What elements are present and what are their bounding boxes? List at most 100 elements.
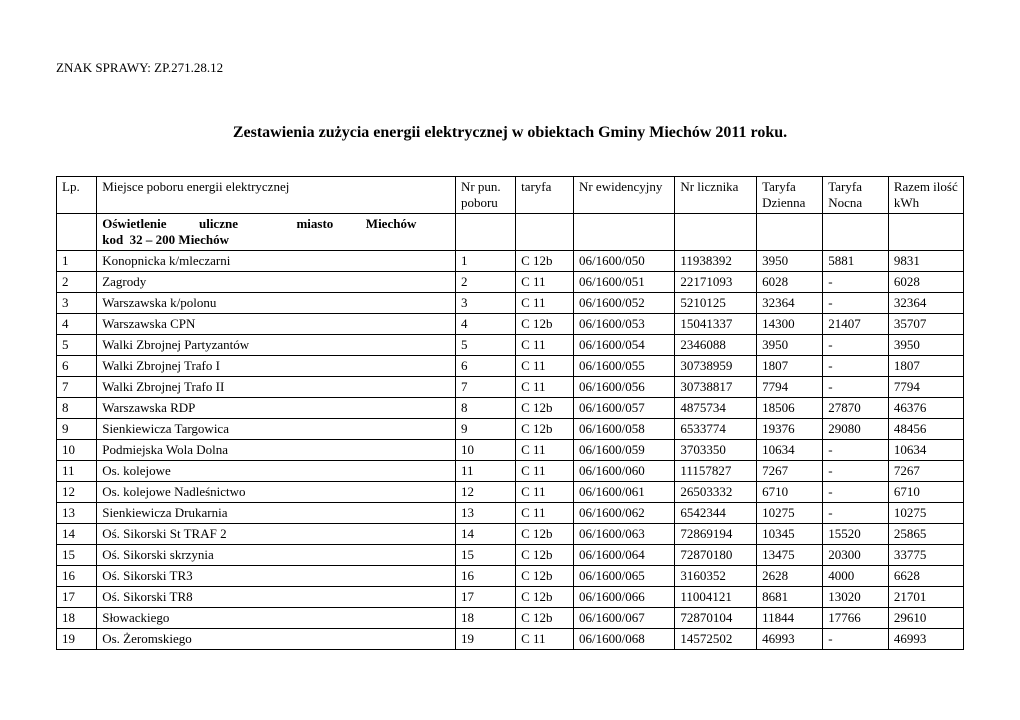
cell-loc: Sienkiewicza Drukarnia xyxy=(97,503,456,524)
cell-ew: 06/1600/053 xyxy=(573,314,674,335)
cell-loc: Konopnicka k/mleczarni xyxy=(97,251,456,272)
cell-licz: 6533774 xyxy=(675,419,757,440)
cell-tar: C 12b xyxy=(516,524,574,545)
cell-noc: 21407 xyxy=(823,314,889,335)
cell-ew: 06/1600/066 xyxy=(573,587,674,608)
cell-lp: 11 xyxy=(57,461,97,482)
cell-lp: 16 xyxy=(57,566,97,587)
cell-noc: - xyxy=(823,293,889,314)
cell-loc: Os. Żeromskiego xyxy=(97,629,456,650)
table-row: 8Warszawska RDP8C 12b06/1600/05748757341… xyxy=(57,398,964,419)
col-pun: Nr pun. poboru xyxy=(455,177,515,214)
table-row: 15Oś. Sikorski skrzynia15C 12b06/1600/06… xyxy=(57,545,964,566)
cell-dz: 2628 xyxy=(757,566,823,587)
cell-lp: 10 xyxy=(57,440,97,461)
cell-noc: - xyxy=(823,461,889,482)
cell-ew: 06/1600/068 xyxy=(573,629,674,650)
cell-pun: 16 xyxy=(455,566,515,587)
cell-dz: 10634 xyxy=(757,440,823,461)
section-empty xyxy=(516,214,574,251)
cell-ew: 06/1600/060 xyxy=(573,461,674,482)
cell-licz: 26503332 xyxy=(675,482,757,503)
cell-lp: 14 xyxy=(57,524,97,545)
table-row: 7Walki Zbrojnej Trafo II7C 1106/1600/056… xyxy=(57,377,964,398)
cell-licz: 11157827 xyxy=(675,461,757,482)
table-row: 3Warszawska k/polonu3C 1106/1600/0525210… xyxy=(57,293,964,314)
cell-noc: - xyxy=(823,272,889,293)
table-row: 18Słowackiego18C 12b06/1600/067728701041… xyxy=(57,608,964,629)
cell-licz: 22171093 xyxy=(675,272,757,293)
cell-pun: 19 xyxy=(455,629,515,650)
cell-noc: - xyxy=(823,335,889,356)
cell-tar: C 11 xyxy=(516,293,574,314)
cell-noc: 20300 xyxy=(823,545,889,566)
cell-ew: 06/1600/067 xyxy=(573,608,674,629)
cell-noc: 15520 xyxy=(823,524,889,545)
cell-loc: Warszawska CPN xyxy=(97,314,456,335)
section-empty xyxy=(455,214,515,251)
cell-tar: C 11 xyxy=(516,482,574,503)
cell-dz: 3950 xyxy=(757,251,823,272)
cell-dz: 6710 xyxy=(757,482,823,503)
col-location: Miejsce poboru energii elektrycznej xyxy=(97,177,456,214)
cell-licz: 72870104 xyxy=(675,608,757,629)
cell-tar: C 11 xyxy=(516,272,574,293)
cell-lp: 1 xyxy=(57,251,97,272)
cell-tar: C 11 xyxy=(516,461,574,482)
cell-loc: Warszawska k/polonu xyxy=(97,293,456,314)
cell-pun: 2 xyxy=(455,272,515,293)
cell-tar: C 12b xyxy=(516,566,574,587)
cell-noc: - xyxy=(823,356,889,377)
cell-pun: 10 xyxy=(455,440,515,461)
cell-raz: 35707 xyxy=(888,314,963,335)
cell-pun: 1 xyxy=(455,251,515,272)
col-taryfa: taryfa xyxy=(516,177,574,214)
cell-tar: C 11 xyxy=(516,629,574,650)
cell-ew: 06/1600/055 xyxy=(573,356,674,377)
col-nocna: Taryfa Nocna xyxy=(823,177,889,214)
cell-pun: 6 xyxy=(455,356,515,377)
cell-dz: 6028 xyxy=(757,272,823,293)
cell-dz: 10345 xyxy=(757,524,823,545)
col-ewid: Nr ewidencyjny xyxy=(573,177,674,214)
cell-tar: C 11 xyxy=(516,335,574,356)
cell-raz: 6710 xyxy=(888,482,963,503)
cell-lp: 2 xyxy=(57,272,97,293)
cell-ew: 06/1600/061 xyxy=(573,482,674,503)
cell-raz: 46993 xyxy=(888,629,963,650)
cell-raz: 3950 xyxy=(888,335,963,356)
cell-raz: 7267 xyxy=(888,461,963,482)
cell-raz: 6028 xyxy=(888,272,963,293)
cell-tar: C 11 xyxy=(516,377,574,398)
cell-ew: 06/1600/057 xyxy=(573,398,674,419)
table-row: 19Os. Żeromskiego19C 1106/1600/068145725… xyxy=(57,629,964,650)
cell-licz: 3703350 xyxy=(675,440,757,461)
cell-lp: 8 xyxy=(57,398,97,419)
cell-loc: Oś. Sikorski TR3 xyxy=(97,566,456,587)
cell-dz: 14300 xyxy=(757,314,823,335)
cell-licz: 72870180 xyxy=(675,545,757,566)
cell-loc: Walki Zbrojnej Partyzantów xyxy=(97,335,456,356)
cell-noc: - xyxy=(823,482,889,503)
cell-licz: 5210125 xyxy=(675,293,757,314)
cell-dz: 10275 xyxy=(757,503,823,524)
cell-ew: 06/1600/051 xyxy=(573,272,674,293)
page-title: Zestawienia zużycia energii elektrycznej… xyxy=(56,124,964,142)
cell-ew: 06/1600/054 xyxy=(573,335,674,356)
section-line1: Oświetlenie uliczne miasto Miechów xyxy=(102,216,416,231)
cell-ew: 06/1600/065 xyxy=(573,566,674,587)
cell-lp: 9 xyxy=(57,419,97,440)
table-row: 10Podmiejska Wola Dolna10C 1106/1600/059… xyxy=(57,440,964,461)
cell-lp: 13 xyxy=(57,503,97,524)
table-row: 6Walki Zbrojnej Trafo I6C 1106/1600/0553… xyxy=(57,356,964,377)
table-row: 1Konopnicka k/mleczarni1C 12b06/1600/050… xyxy=(57,251,964,272)
cell-lp: 17 xyxy=(57,587,97,608)
cell-pun: 12 xyxy=(455,482,515,503)
cell-lp: 7 xyxy=(57,377,97,398)
cell-licz: 11004121 xyxy=(675,587,757,608)
cell-pun: 18 xyxy=(455,608,515,629)
cell-tar: C 12b xyxy=(516,545,574,566)
cell-ew: 06/1600/064 xyxy=(573,545,674,566)
section-title: Oświetlenie uliczne miasto Miechów kod 3… xyxy=(97,214,456,251)
cell-raz: 7794 xyxy=(888,377,963,398)
